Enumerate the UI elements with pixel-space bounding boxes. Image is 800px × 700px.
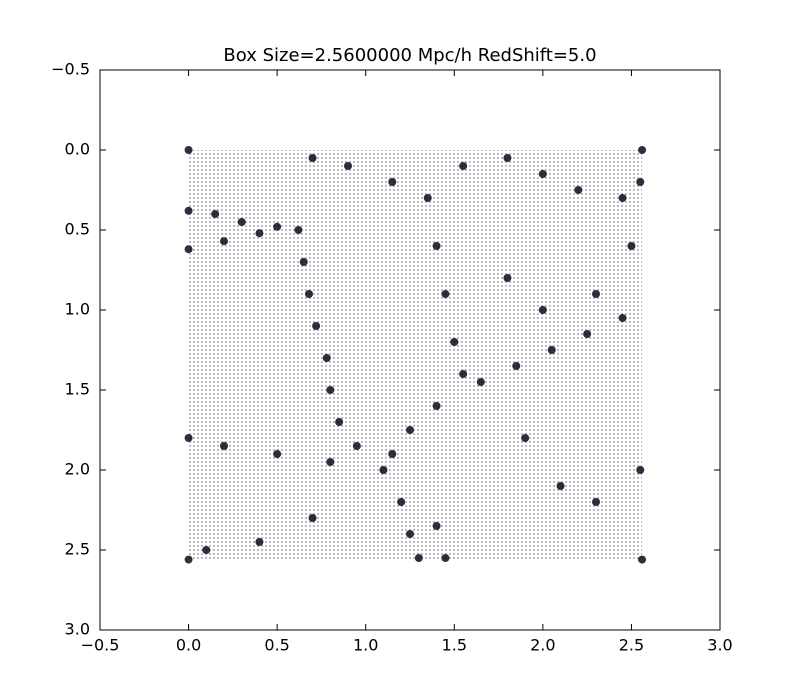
particle-cluster [335, 418, 344, 426]
particle-cluster [397, 498, 406, 506]
particle-cluster [299, 258, 308, 266]
particle-cluster [638, 146, 647, 154]
x-tick-label: 0.5 [264, 636, 289, 655]
particle-cluster [406, 426, 414, 434]
plot-frame [99, 69, 721, 631]
particle-cluster [423, 194, 432, 202]
particle-cluster [352, 442, 361, 450]
particle-cluster [184, 434, 193, 442]
x-tick-label: 3.0 [707, 636, 732, 655]
particle-cluster [255, 538, 264, 546]
particle-cluster [441, 554, 450, 562]
x-tick-label: −0.5 [81, 636, 120, 655]
particle-cluster [294, 226, 303, 234]
particle-cluster [202, 546, 211, 554]
particle-cluster [432, 242, 441, 250]
particle-cluster [503, 154, 512, 162]
particle-cluster [220, 442, 228, 450]
y-tick-label: 2.0 [65, 460, 90, 479]
particle-cluster [636, 178, 645, 186]
particle-field [188, 150, 643, 560]
particle-cluster [538, 170, 547, 178]
particle-cluster [618, 314, 627, 322]
particle-cluster [388, 450, 397, 458]
particle-cluster [521, 434, 530, 442]
particle-cluster [450, 338, 459, 346]
y-tick-label: −0.5 [51, 60, 90, 79]
y-tick-label: 2.5 [65, 540, 90, 559]
particle-cluster [220, 237, 228, 246]
x-tick-label: 1.0 [353, 636, 378, 655]
y-tick-label: 1.0 [65, 300, 90, 319]
y-tick-label: 0.5 [65, 220, 90, 239]
particle-cluster [184, 245, 193, 254]
particle-cluster [184, 555, 193, 564]
particle-cluster [583, 330, 592, 338]
particle-cluster [503, 274, 512, 282]
x-tick-label: 2.5 [619, 636, 644, 655]
y-tick-label: 1.5 [65, 380, 90, 399]
particle-cluster [379, 466, 388, 474]
particle-cluster [237, 218, 246, 226]
particle-cluster [184, 206, 193, 215]
x-tick-label: 2.0 [530, 636, 555, 655]
particle-cluster [592, 498, 600, 506]
particle-cluster [184, 146, 193, 154]
particle-cluster [432, 522, 441, 530]
particle-cluster [273, 450, 282, 458]
y-tick-label: 0.0 [65, 140, 90, 159]
particle-cluster [627, 242, 636, 250]
particle-cluster [388, 178, 397, 186]
y-tick-label: 3.0 [65, 620, 90, 639]
particle-cluster [636, 466, 645, 474]
particle-cluster [432, 402, 441, 410]
x-tick-label: 1.5 [442, 636, 467, 655]
particle-cluster [308, 154, 317, 162]
particle-cluster [476, 378, 485, 386]
particle-cluster [459, 162, 468, 170]
particle-cluster [406, 530, 414, 538]
particle-cluster [308, 514, 317, 522]
particle-cluster [255, 229, 264, 238]
particle-cluster [441, 290, 450, 298]
particle-cluster [556, 482, 565, 490]
particle-cluster [574, 186, 583, 194]
particle-cluster [312, 322, 321, 330]
particle-cluster [305, 290, 314, 298]
particle-cluster [414, 554, 423, 562]
particle-cluster [273, 222, 282, 231]
particle-cluster [326, 458, 335, 466]
particle-cluster [322, 354, 331, 362]
particle-cluster [326, 386, 335, 394]
particle-cluster [344, 162, 352, 170]
particle-cluster [618, 194, 627, 202]
chart-title: Box Size=2.5600000 Mpc/h RedShift=5.0 [223, 45, 596, 66]
x-tick-label: 0.0 [176, 636, 201, 655]
particle-cluster [592, 290, 600, 298]
particle-cluster [459, 370, 468, 378]
particle-cluster [211, 210, 220, 218]
particle-cluster [638, 555, 647, 564]
particle-cluster [512, 362, 521, 370]
particle-cluster [538, 306, 547, 314]
particle-cluster [547, 346, 556, 354]
